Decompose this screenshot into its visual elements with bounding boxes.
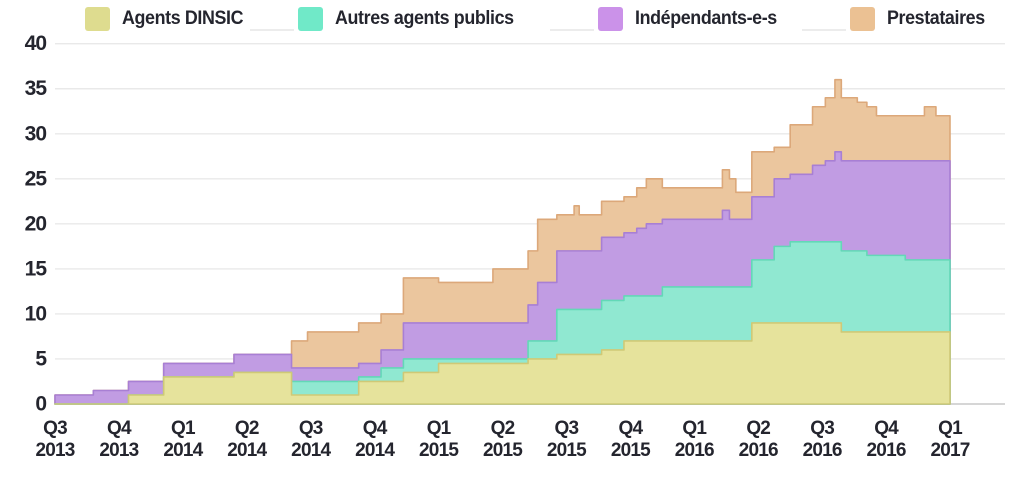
legend-label-agents-dinsic: Agents DINSIC [122, 8, 244, 29]
x-tick-label-q3-2013: Q3 2013 [35, 418, 74, 461]
y-tick-label-20: 20 [25, 212, 47, 235]
x-tick-label-q3-2014: Q3 2014 [291, 418, 331, 461]
x-tick-label-q1-2015: Q1 2015 [419, 418, 459, 461]
y-tick-label-35: 35 [25, 77, 48, 100]
legend-item-independants: Indépendants-e-s [598, 6, 786, 32]
x-tick-label-q4-2015: Q4 2015 [611, 418, 651, 461]
x-tick-label-q2-2016: Q2 2016 [739, 418, 778, 461]
y-axis-labels: 0 5 10 15 20 25 30 35 40 [25, 32, 49, 416]
legend-label-independants: Indépendants-e-s [635, 8, 777, 29]
legend-swatch-prestataires [850, 7, 875, 31]
legend-divider [802, 29, 846, 31]
y-tick-label-40: 40 [25, 32, 47, 55]
y-tick-label-10: 10 [25, 302, 47, 325]
y-tick-label-0: 0 [35, 393, 46, 416]
gridlines [55, 43, 1005, 405]
legend-item-autres-agents-publics: Autres agents publics [298, 6, 525, 32]
legend-divider [550, 29, 594, 31]
x-tick-label-q3-2016: Q3 2016 [803, 418, 842, 461]
x-tick-label-q4-2014: Q4 2014 [355, 418, 395, 461]
legend-swatch-independants [598, 7, 623, 31]
legend-label-prestataires: Prestataires [887, 8, 985, 29]
legend-swatch-agents-dinsic [85, 7, 110, 31]
area-bands [54, 78, 951, 405]
x-tick-label-q1-2016: Q1 2016 [675, 418, 714, 461]
x-tick-label-q1-2014: Q1 2014 [163, 418, 203, 461]
y-tick-label-15: 15 [25, 257, 48, 280]
legend-swatch-autres-agents-publics [298, 7, 323, 31]
x-tick-label-q3-2015: Q3 2015 [547, 418, 587, 461]
legend-item-agents-dinsic: Agents DINSIC [85, 6, 251, 32]
legend-label-autres-agents-publics: Autres agents publics [335, 8, 514, 29]
y-tick-label-5: 5 [35, 347, 47, 370]
y-tick-label-25: 25 [25, 167, 48, 190]
legend-item-prestataires: Prestataires [850, 6, 991, 32]
y-tick-label-30: 30 [25, 122, 47, 145]
x-tick-label-q4-2013: Q4 2013 [99, 418, 138, 461]
x-tick-label-q4-2016: Q4 2016 [867, 418, 906, 461]
legend-divider [250, 29, 294, 31]
x-tick-label-q2-2015: Q2 2015 [483, 418, 523, 461]
x-axis-labels: Q3 2013 Q4 2013 Q1 2014 Q2 2014 Q3 2014 Q4 2014 Q1 20… [35, 418, 970, 461]
area-band-agents-dinsic [54, 322, 951, 405]
x-tick-label-q2-2014: Q2 2014 [227, 418, 267, 461]
x-tick-label-q1-2017: Q1 2017 [930, 418, 969, 461]
